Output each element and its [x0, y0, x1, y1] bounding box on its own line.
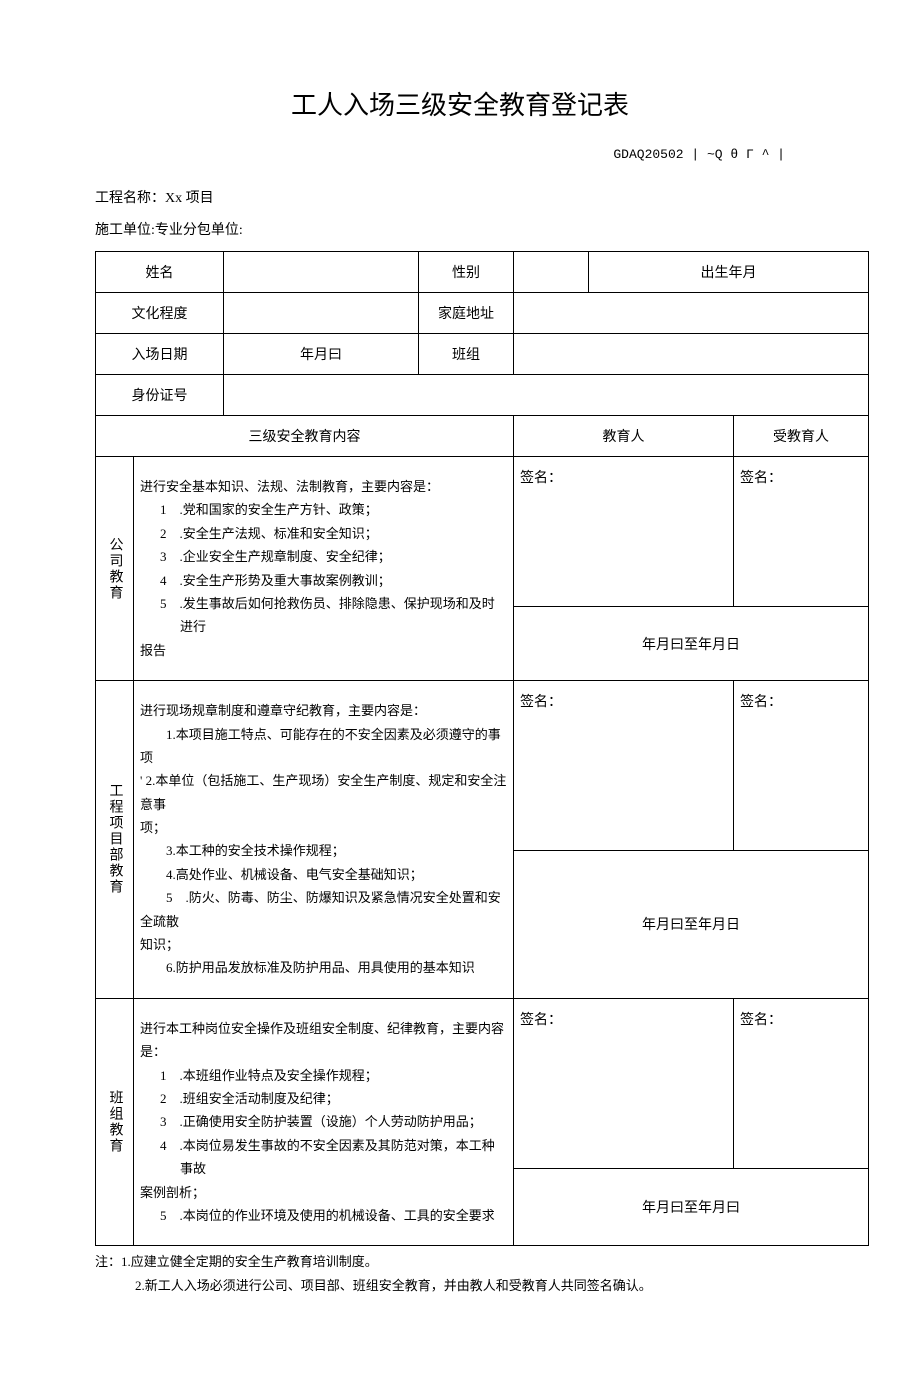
field-gender[interactable]	[514, 252, 589, 293]
row-header-edu: 三级安全教育内容 教育人 受教育人	[96, 416, 869, 457]
row-entry: 入场日期 年月曰 班组	[96, 334, 869, 375]
section2-trainee-sign[interactable]: 签名：	[734, 681, 869, 851]
section3-educator-sign[interactable]: 签名：	[514, 998, 734, 1168]
section2-date-range[interactable]: 年月曰至年月日	[514, 851, 869, 999]
field-id[interactable]	[224, 375, 869, 416]
project-label: 工程名称：	[95, 191, 165, 206]
label-name: 姓名	[96, 252, 224, 293]
label-edu: 文化程度	[96, 293, 224, 334]
label-address: 家庭地址	[419, 293, 514, 334]
label-id: 身份证号	[96, 375, 224, 416]
section3-trainee-sign[interactable]: 签名：	[734, 998, 869, 1168]
section3-date-range[interactable]: 年月曰至年月曰	[514, 1168, 869, 1246]
section2-educator-sign[interactable]: 签名：	[514, 681, 734, 851]
label-birth: 出生年月	[589, 252, 869, 293]
row-name: 姓名 性别 出生年月	[96, 252, 869, 293]
section2-content: 进行现场规章制度和遵章守纪教育，主要内容是： 1.本项目施工特点、可能存在的不安…	[134, 681, 514, 999]
section2-row: 工程项目部教育 进行现场规章制度和遵章守纪教育，主要内容是： 1.本项目施工特点…	[96, 681, 869, 851]
row-edu: 文化程度 家庭地址	[96, 293, 869, 334]
section2-header: 工程项目部教育	[96, 681, 134, 999]
section3-content: 进行本工种岗位安全操作及班组安全制度、纪律教育，主要内容是： 1 .本班组作业特…	[134, 998, 514, 1246]
form-code: GDAQ20502 | ~Q θ Γ ^ |	[95, 147, 825, 162]
section1-trainee-sign[interactable]: 签名：	[734, 457, 869, 607]
unit-line: 施工单位:专业分包单位:	[95, 219, 825, 239]
label-entry-date: 入场日期	[96, 334, 224, 375]
registration-table: 姓名 性别 出生年月 文化程度 家庭地址 入场日期 年月曰 班组 身份证号 三级…	[95, 251, 869, 1246]
section1-educator-sign[interactable]: 签名：	[514, 457, 734, 607]
unit-label: 施工单位:	[95, 223, 155, 238]
section3-header: 班组教育	[96, 998, 134, 1246]
section1-row: 公司教育 进行安全基本知识、法规、法制教育，主要内容是： 1 .党和国家的安全生…	[96, 457, 869, 607]
note-1: 注：1.应建立健全定期的安全生产教育培训制度。	[95, 1250, 825, 1273]
note-2: 2.新工人入场必须进行公司、项目部、班组安全教育，并由教人和受教育人共同签名确认…	[95, 1274, 825, 1297]
label-educator: 教育人	[514, 416, 734, 457]
row-id: 身份证号	[96, 375, 869, 416]
section1-date-range[interactable]: 年月曰至年月日	[514, 607, 869, 681]
field-address[interactable]	[514, 293, 869, 334]
notes: 注：1.应建立健全定期的安全生产教育培训制度。 2.新工人入场必须进行公司、项目…	[95, 1250, 825, 1297]
field-name[interactable]	[224, 252, 419, 293]
field-team[interactable]	[514, 334, 869, 375]
label-trainee: 受教育人	[734, 416, 869, 457]
label-team: 班组	[419, 334, 514, 375]
label-edu-content: 三级安全教育内容	[96, 416, 514, 457]
document-title: 工人入场三级安全教育登记表	[95, 85, 825, 122]
section1-content: 进行安全基本知识、法规、法制教育，主要内容是： 1 .党和国家的安全生产方针、政…	[134, 457, 514, 681]
sub-unit-label: 专业分包单位:	[155, 223, 243, 238]
label-gender: 性别	[419, 252, 514, 293]
field-entry-date[interactable]: 年月曰	[224, 334, 419, 375]
section3-row: 班组教育 进行本工种岗位安全操作及班组安全制度、纪律教育，主要内容是： 1 .本…	[96, 998, 869, 1168]
field-edu[interactable]	[224, 293, 419, 334]
project-line: 工程名称：Xx 项目	[95, 187, 825, 207]
project-value: Xx 项目	[165, 191, 214, 206]
section1-header: 公司教育	[96, 457, 134, 681]
